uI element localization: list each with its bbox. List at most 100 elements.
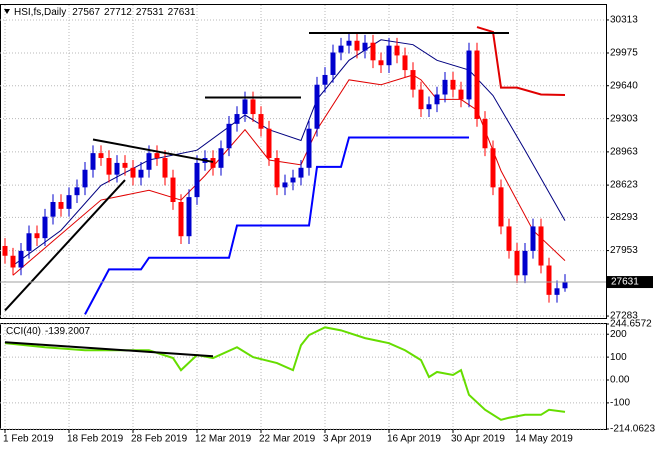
y-tick-label: 30313 <box>610 15 638 26</box>
candle-body <box>106 158 112 175</box>
candle-body <box>298 167 304 178</box>
candle-body <box>178 202 184 237</box>
cci-title: CCI(40) <box>6 326 41 337</box>
candle-body <box>330 52 336 75</box>
x-tick-label: 12 Mar 2019 <box>195 434 252 445</box>
candle-body <box>506 226 512 251</box>
candle-body <box>402 55 408 71</box>
y-tick-label: 200 <box>610 329 627 340</box>
candle-body <box>306 128 312 168</box>
low-value: 27531 <box>136 7 164 18</box>
x-tick-label: 18 Feb 2019 <box>67 434 124 445</box>
candle-body <box>170 177 176 203</box>
close-value: 27631 <box>168 7 196 18</box>
y-tick-label: 28293 <box>610 212 638 223</box>
candle-body <box>210 158 216 168</box>
candle-body <box>394 45 400 56</box>
y-tick-label: -214.0623 <box>610 424 655 435</box>
y-tick-label: -100 <box>610 398 630 409</box>
candle-body <box>522 250 528 276</box>
candle-body <box>98 153 104 159</box>
candle-body <box>234 114 240 124</box>
candle-body <box>2 245 8 256</box>
candle-body <box>58 202 64 209</box>
candle-body <box>538 226 544 266</box>
candle-body <box>362 42 368 51</box>
y-tick-label: 27283 <box>610 311 638 322</box>
y-tick-label: 28963 <box>610 147 638 158</box>
candle-body <box>218 148 224 168</box>
candle-body <box>450 79 456 90</box>
candle-body <box>130 167 136 178</box>
candle-body <box>50 202 56 217</box>
y-tick-label: 0.00 <box>610 375 630 386</box>
y-tick-label: 244.6572 <box>610 319 652 330</box>
candle-body <box>42 216 48 239</box>
open-value: 27567 <box>72 7 100 18</box>
candle-body <box>82 169 88 188</box>
candle-body <box>274 158 280 188</box>
trend-line <box>4 341 214 358</box>
chart-header: HSI,fs,Daily 27567 27712 27531 27631 <box>14 7 196 18</box>
candle-body <box>34 233 40 239</box>
candle-body <box>458 89 464 100</box>
candle-body <box>482 118 488 149</box>
price-label: 27631 <box>611 277 639 288</box>
candle-body <box>90 153 96 170</box>
candle-body <box>434 94 440 105</box>
candle-body <box>442 79 448 95</box>
candle-body <box>186 197 192 237</box>
candle-body <box>322 74 328 85</box>
candle-body <box>530 226 536 251</box>
y-tick-label: 28623 <box>610 180 638 191</box>
candle-body <box>10 255 16 268</box>
price-label-box <box>607 276 653 289</box>
candle-body <box>386 45 392 66</box>
candle-body <box>498 187 504 227</box>
y-tick-label: 29640 <box>610 80 638 91</box>
candle-body <box>194 162 200 198</box>
menu-icon <box>4 9 10 14</box>
y-tick-label: 29303 <box>610 113 638 124</box>
candle-body <box>258 114 264 129</box>
channel-line <box>476 26 566 97</box>
x-tick-label: 16 Apr 2019 <box>387 434 441 445</box>
candle-body <box>338 45 344 53</box>
candle-body <box>546 265 552 295</box>
candle-body <box>378 60 384 66</box>
candle-body <box>490 148 496 188</box>
candle-body <box>426 104 432 110</box>
candle-body <box>466 50 472 100</box>
candle-body <box>122 162 128 168</box>
candle-body <box>314 84 320 129</box>
cci-header: CCI(40) -139.2007 <box>6 326 90 337</box>
candle-body <box>226 123 232 149</box>
candle-body <box>146 153 152 170</box>
x-tick-label: 1 Feb 2019 <box>3 434 54 445</box>
candle-body <box>26 233 32 251</box>
x-tick-label: 3 Apr 2019 <box>323 434 372 445</box>
cci-value: -139.2007 <box>45 326 90 337</box>
candle-body <box>290 177 296 183</box>
high-value: 27712 <box>104 7 132 18</box>
candle-body <box>346 40 352 46</box>
main-frame <box>0 4 607 319</box>
candle-body <box>354 40 360 51</box>
x-tick-label: 22 Mar 2019 <box>259 434 316 445</box>
y-tick-label: 27953 <box>610 245 638 256</box>
channel-line <box>84 136 469 315</box>
x-tick-label: 28 Feb 2019 <box>131 434 188 445</box>
candle-body <box>410 70 416 90</box>
candle-body <box>370 42 376 61</box>
candle-body <box>474 50 480 119</box>
candle-body <box>74 187 80 196</box>
candle-body <box>18 250 24 268</box>
candle-body <box>418 89 424 110</box>
candle-body <box>282 182 288 188</box>
candle-body <box>66 195 72 209</box>
x-tick-label: 14 May 2019 <box>515 434 573 445</box>
trend-line <box>4 179 126 312</box>
candle-body <box>562 282 568 289</box>
